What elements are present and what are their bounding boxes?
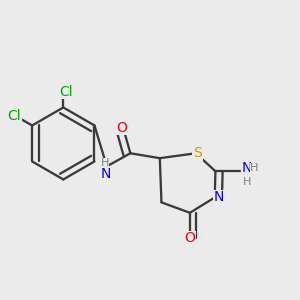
Text: O: O: [116, 121, 127, 135]
Text: Cl: Cl: [59, 85, 73, 99]
Text: S: S: [193, 146, 202, 160]
Text: Cl: Cl: [7, 109, 21, 123]
Text: O: O: [184, 231, 195, 245]
Text: N: N: [214, 190, 224, 204]
Text: N: N: [242, 161, 252, 175]
Text: H: H: [250, 163, 258, 173]
Text: N: N: [101, 167, 111, 181]
Text: H: H: [101, 158, 110, 168]
Text: H: H: [243, 177, 252, 187]
